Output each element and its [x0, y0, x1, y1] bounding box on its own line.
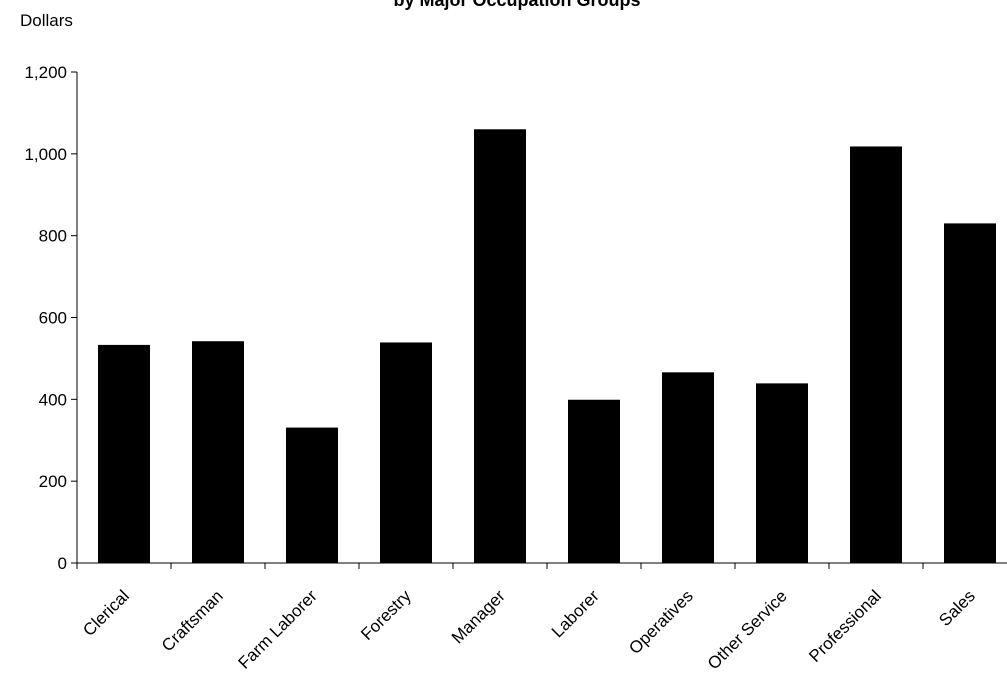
bar [98, 344, 150, 563]
x-tick-label: Operatives [625, 586, 697, 658]
x-tick-label: Craftsman [158, 586, 227, 655]
y-axis: 0 200 400 600 800 1,000 1,200 [24, 63, 78, 573]
bar [192, 341, 244, 563]
bar [474, 129, 526, 564]
x-tick-label: Other Service [704, 586, 791, 673]
y-tick-label: 600 [39, 309, 67, 328]
bar [756, 383, 808, 563]
bar [850, 146, 902, 564]
y-tick-label: 1,200 [24, 63, 67, 82]
bar [944, 223, 996, 563]
x-tick-label: Farm Laborer [235, 586, 321, 672]
bar [568, 399, 620, 563]
y-tick-label: 1,000 [24, 145, 67, 164]
x-tick-label: Manager [448, 586, 509, 647]
y-tick-label: 200 [39, 472, 67, 491]
y-tick-label: 800 [39, 227, 67, 246]
y-axis-label: Dollars [20, 11, 73, 30]
x-tick-label: Forestry [357, 586, 415, 644]
x-tick-label: Professional [805, 586, 885, 666]
x-tick-label: Laborer [548, 586, 603, 641]
x-tick-label: Sales [935, 586, 979, 630]
y-tick-label: 0 [58, 554, 67, 573]
x-tick-label: Clerical [79, 586, 133, 640]
bar [286, 427, 338, 563]
bars-group [98, 129, 996, 564]
bar [662, 372, 714, 563]
y-tick-label: 400 [39, 390, 67, 409]
bar [380, 342, 432, 563]
chart-title: by Major Occupation Groups [393, 0, 640, 10]
x-axis: Clerical Craftsman Farm Laborer Forestry Man… [76, 562, 1007, 673]
